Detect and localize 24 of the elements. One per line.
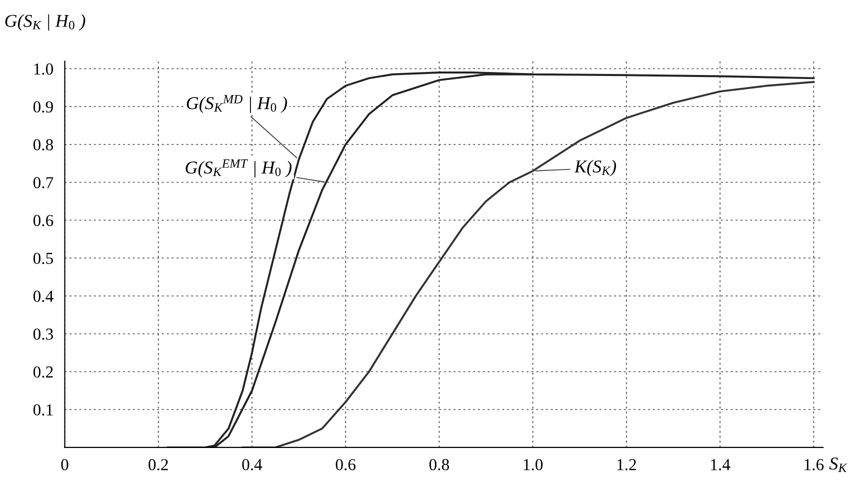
x-tick-label: 0.4 (242, 459, 262, 470)
x-tick-label: 1.0 (524, 459, 543, 470)
x-tick-label: 0.6 (336, 459, 356, 470)
y-tick-label: 0.7 (33, 177, 54, 188)
x-tick-label: 0.8 (429, 459, 449, 470)
y-tick-label: 1.0 (34, 63, 54, 75)
x-axis-title: S$_{K}$ (829, 458, 848, 472)
y-tick-label: 0.9 (33, 101, 53, 113)
y-tick-label: 0.6 (33, 214, 54, 226)
annotation: G(S$_{K}$$^{MD}$ | H$_{0}$ ) (186, 95, 288, 113)
annotation: G(S$_{K}$$^{EMT}$ | H$_{0}$ ) (186, 159, 292, 178)
y-tick-label: 0.3 (33, 328, 53, 340)
y-tick-label: 0.4 (33, 290, 54, 302)
x-tick-label: 0.2 (148, 459, 168, 470)
y-axis-title: G(S$_{K}$ | H$_{0}$ ) (5, 14, 86, 31)
y-tick-label: 0.8 (33, 139, 54, 150)
annotation: K(S$_{K}$) (574, 160, 616, 176)
x-tick-label: 1.6 (804, 459, 824, 470)
y-tick-label: 0.1 (33, 404, 53, 416)
y-tick-label: 0.2 (33, 366, 53, 378)
x-tick-label: 1.4 (711, 459, 730, 470)
x-tick-label: 0 (61, 459, 68, 470)
x-tick-label: 1.2 (617, 459, 636, 470)
y-tick-label: 0.5 (33, 252, 53, 264)
